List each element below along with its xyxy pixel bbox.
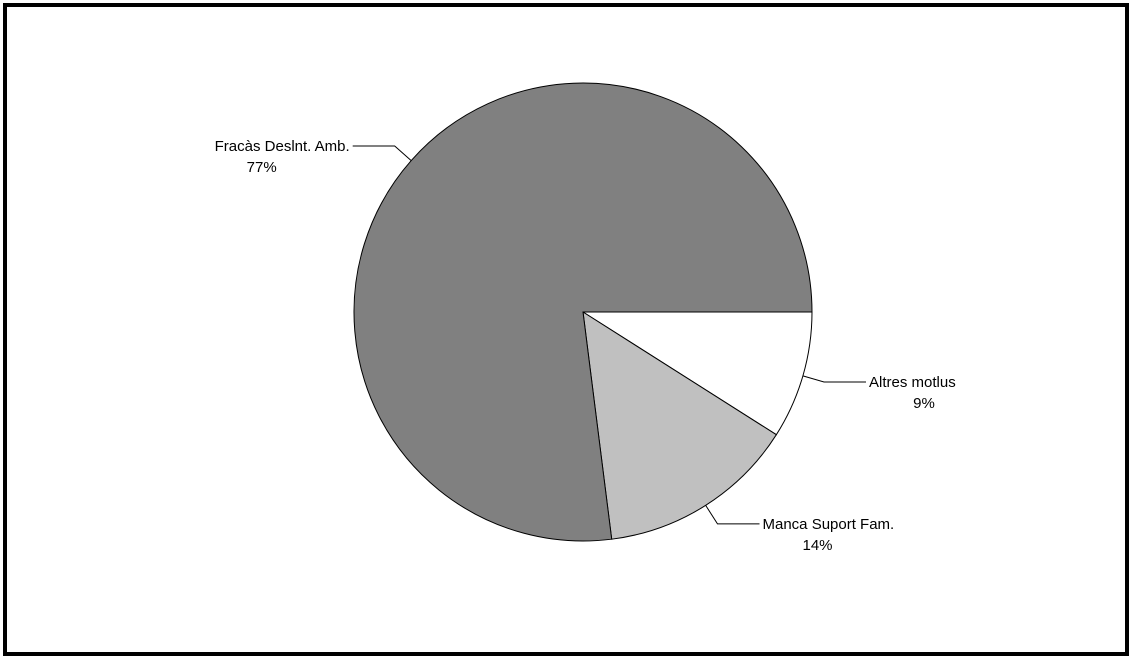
slice-labels: Altres motlus 9% Manca Suport Fam. 14% Fracà… <box>215 138 956 554</box>
pie-slices <box>353 82 813 542</box>
leader-line-frac-s-deslnt-amb <box>352 145 412 161</box>
slice-name-frac-s-deslnt-amb: Fracàs Deslnt. Amb. <box>215 138 350 155</box>
pie-slice-altres-motlus <box>581 311 813 436</box>
slice-percent-frac-s-deslnt-amb: 77% <box>247 159 277 176</box>
slice-percent-altres-motlus: 9% <box>913 395 935 412</box>
leader-line-altres-motlus <box>802 375 866 383</box>
pie-slice-manca-suport-fam <box>582 311 778 540</box>
leader-lines <box>352 145 866 525</box>
slice-name-manca-suport-fam: Manca Suport Fam. <box>763 516 895 533</box>
slice-percent-manca-suport-fam: 14% <box>802 537 832 554</box>
slice-name-altres-motlus: Altres motlus <box>869 374 956 391</box>
leader-line-manca-suport-fam <box>705 505 760 525</box>
